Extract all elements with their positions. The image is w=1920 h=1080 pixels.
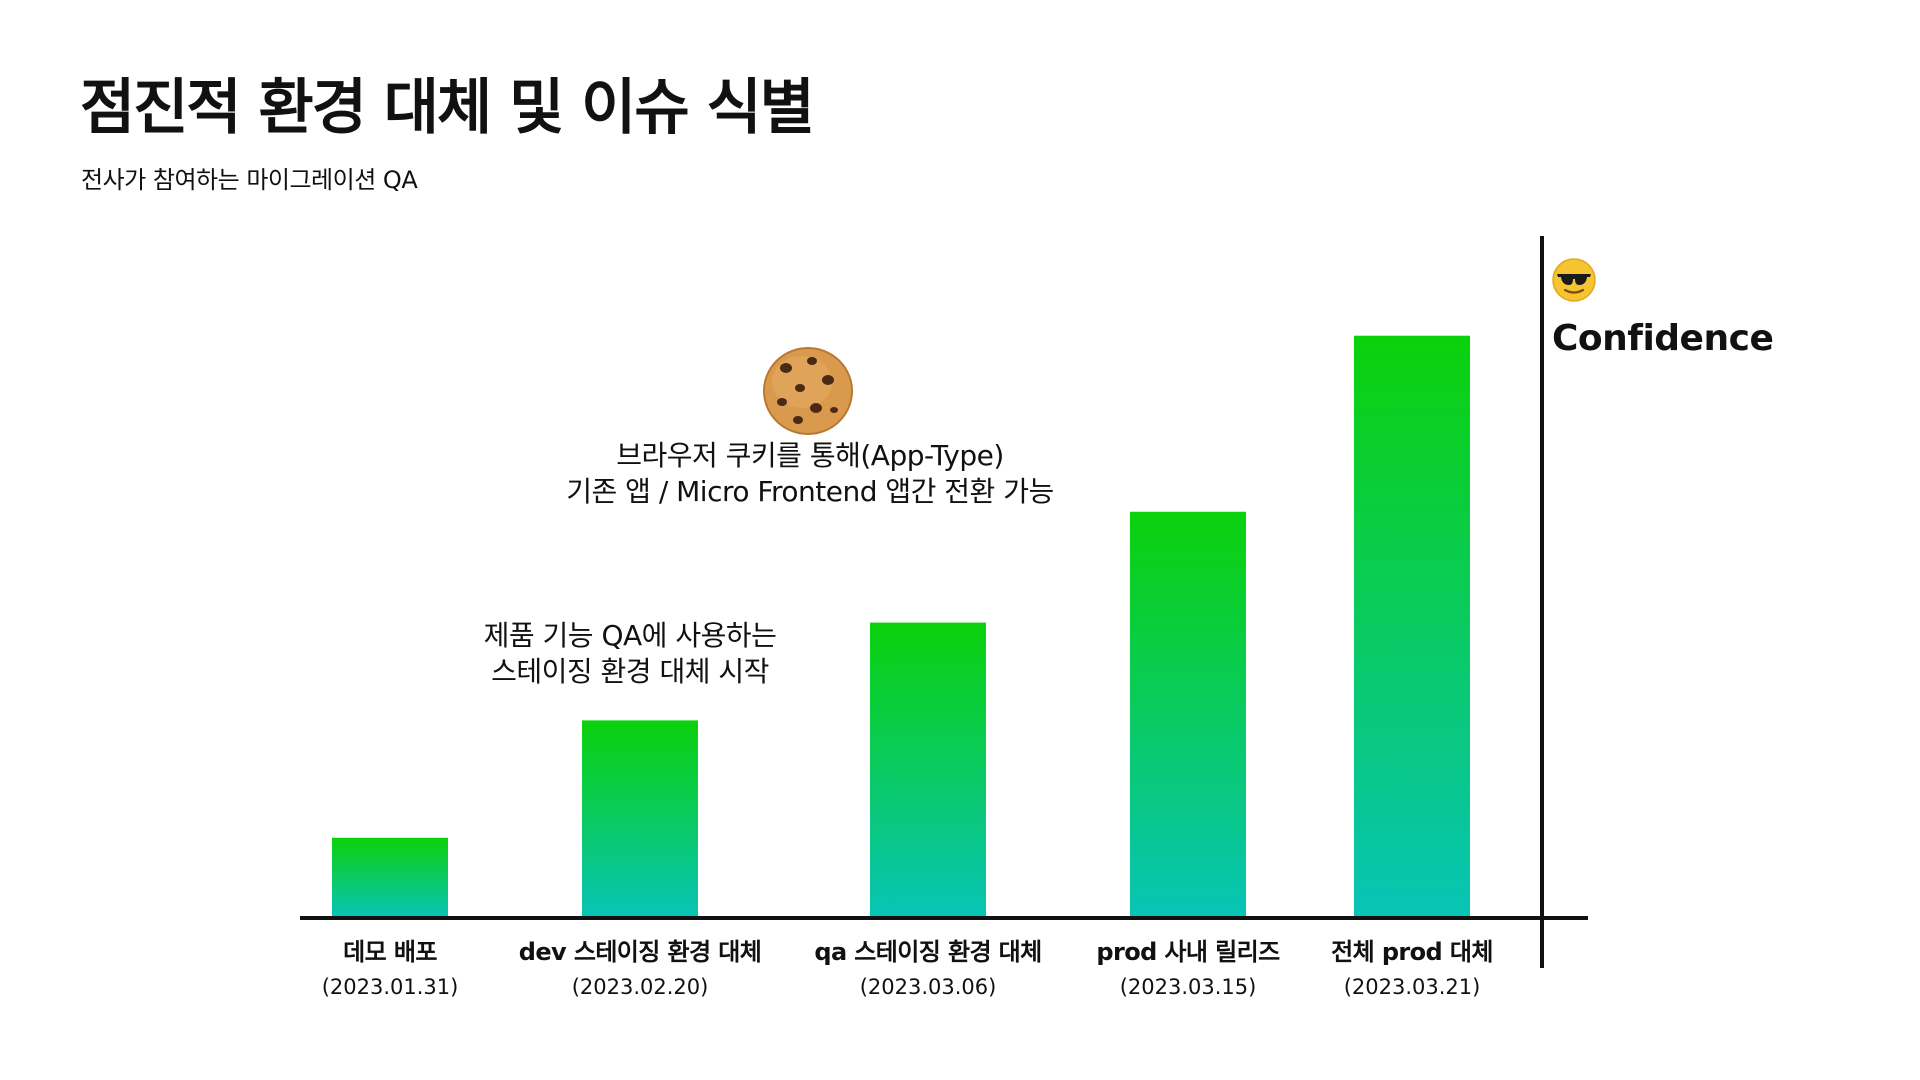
x-tick-label: prod 사내 릴리즈 (1096, 938, 1280, 966)
sunglasses-face-icon (1552, 258, 1596, 302)
annotation-line: 제품 기능 QA에 사용하는 (483, 619, 777, 652)
cookie-icon (763, 347, 853, 435)
bars-group (332, 335, 1470, 917)
x-tick-date: (2023.03.06) (860, 975, 997, 999)
bar-2 (582, 720, 698, 916)
bar-4 (1130, 511, 1246, 916)
x-tick-label: qa 스테이징 환경 대체 (814, 938, 1041, 966)
page-title: 점진적 환경 대체 및 이슈 식별 (80, 73, 815, 143)
x-tick-date: (2023.01.31) (322, 975, 459, 999)
x-tick-label: dev 스테이징 환경 대체 (519, 938, 761, 966)
confidence-label: Confidence (1552, 318, 1774, 359)
confidence-legend: Confidence (1552, 258, 1774, 359)
annotation-line: 스테이징 환경 대체 시작 (491, 655, 769, 688)
x-tick-date: (2023.03.15) (1120, 975, 1257, 999)
bar-1 (332, 837, 448, 916)
x-tick-label: 데모 배포 (343, 938, 437, 966)
cookie-switch-annotation: 브라우저 쿠키를 통해(App-Type) 기존 앱 / Micro Front… (540, 438, 1080, 510)
annotation-line: 브라우저 쿠키를 통해(App-Type) (616, 439, 1004, 472)
x-tick-label: 전체 prod 대체 (1331, 938, 1493, 966)
x-tick-labels: 데모 배포 (2023.01.31) dev 스테이징 환경 대체 (2023.02.… (322, 938, 1494, 999)
x-tick-date: (2023.03.21) (1344, 975, 1481, 999)
annotation-line: 기존 앱 / Micro Frontend 앱간 전환 가능 (566, 475, 1054, 508)
x-tick-date: (2023.02.20) (572, 975, 709, 999)
bar-3 (870, 622, 986, 916)
page-subtitle: 전사가 참여하는 마이그레이션 QA (81, 166, 418, 194)
bar-5 (1354, 335, 1470, 917)
qa-staging-annotation: 제품 기능 QA에 사용하는 스테이징 환경 대체 시작 (430, 618, 830, 690)
